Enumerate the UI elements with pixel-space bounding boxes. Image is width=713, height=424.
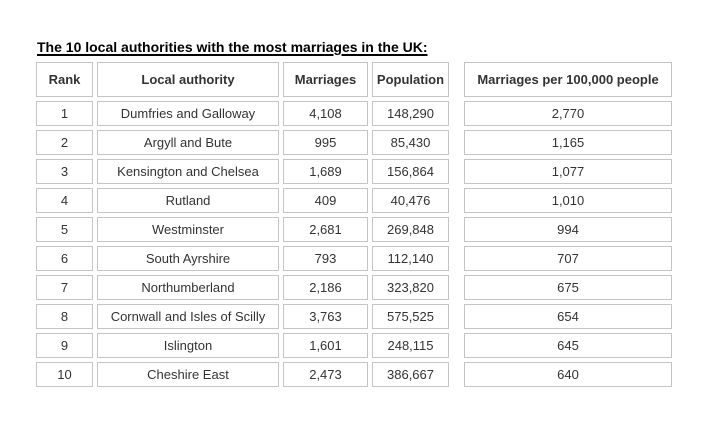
cell-marriages-per-100k: 1,010 xyxy=(464,188,672,213)
cell-gap-spacer xyxy=(453,130,460,155)
cell-gap-spacer xyxy=(453,217,460,242)
table-row: 7 Northumberland 2,186 323,820 675 xyxy=(36,275,672,300)
cell-marriages-per-100k: 640 xyxy=(464,362,672,387)
cell-gap-spacer xyxy=(453,275,460,300)
page-title: The 10 local authorities with the most m… xyxy=(37,39,428,55)
table-row: 10 Cheshire East 2,473 386,667 640 xyxy=(36,362,672,387)
table-row: 9 Islington 1,601 248,115 645 xyxy=(36,333,672,358)
cell-marriages-per-100k: 2,770 xyxy=(464,101,672,126)
cell-population: 248,115 xyxy=(372,333,449,358)
table-row: 8 Cornwall and Isles of Scilly 3,763 575… xyxy=(36,304,672,329)
cell-rank: 3 xyxy=(36,159,93,184)
cell-marriages: 1,689 xyxy=(283,159,368,184)
cell-marriages-per-100k: 1,165 xyxy=(464,130,672,155)
cell-marriages-per-100k: 994 xyxy=(464,217,672,242)
table-row: 4 Rutland 409 40,476 1,010 xyxy=(36,188,672,213)
cell-marriages: 1,601 xyxy=(283,333,368,358)
cell-local-authority: Cornwall and Isles of Scilly xyxy=(97,304,279,329)
cell-population: 386,667 xyxy=(372,362,449,387)
cell-gap-spacer xyxy=(453,333,460,358)
cell-gap-spacer xyxy=(453,159,460,184)
column-header-local-authority: Local authority xyxy=(97,62,279,97)
cell-local-authority: Kensington and Chelsea xyxy=(97,159,279,184)
cell-local-authority: Dumfries and Galloway xyxy=(97,101,279,126)
cell-local-authority: Cheshire East xyxy=(97,362,279,387)
cell-marriages: 2,186 xyxy=(283,275,368,300)
cell-marriages: 4,108 xyxy=(283,101,368,126)
cell-marriages: 995 xyxy=(283,130,368,155)
cell-population: 156,864 xyxy=(372,159,449,184)
cell-population: 269,848 xyxy=(372,217,449,242)
cell-population: 148,290 xyxy=(372,101,449,126)
table-row: 1 Dumfries and Galloway 4,108 148,290 2,… xyxy=(36,101,672,126)
cell-marriages-per-100k: 1,077 xyxy=(464,159,672,184)
cell-gap-spacer xyxy=(453,304,460,329)
cell-population: 575,525 xyxy=(372,304,449,329)
column-header-population: Population xyxy=(372,62,449,97)
cell-local-authority: Northumberland xyxy=(97,275,279,300)
cell-marriages: 2,473 xyxy=(283,362,368,387)
column-header-rank: Rank xyxy=(36,62,93,97)
cell-marriages-per-100k: 707 xyxy=(464,246,672,271)
cell-local-authority: Westminster xyxy=(97,217,279,242)
column-gap-spacer xyxy=(453,62,460,97)
header-row: Rank Local authority Marriages Populatio… xyxy=(36,62,672,97)
column-header-marriages-per-100k: Marriages per 100,000 people xyxy=(464,62,672,97)
cell-population: 112,140 xyxy=(372,246,449,271)
cell-rank: 8 xyxy=(36,304,93,329)
cell-marriages: 409 xyxy=(283,188,368,213)
table-row: 6 South Ayrshire 793 112,140 707 xyxy=(36,246,672,271)
cell-marriages: 793 xyxy=(283,246,368,271)
cell-marriages: 3,763 xyxy=(283,304,368,329)
cell-gap-spacer xyxy=(453,246,460,271)
cell-rank: 6 xyxy=(36,246,93,271)
cell-population: 40,476 xyxy=(372,188,449,213)
table-row: 3 Kensington and Chelsea 1,689 156,864 1… xyxy=(36,159,672,184)
cell-local-authority: Rutland xyxy=(97,188,279,213)
cell-population: 323,820 xyxy=(372,275,449,300)
cell-rank: 10 xyxy=(36,362,93,387)
table-row: 2 Argyll and Bute 995 85,430 1,165 xyxy=(36,130,672,155)
cell-rank: 7 xyxy=(36,275,93,300)
cell-local-authority: Islington xyxy=(97,333,279,358)
cell-rank: 9 xyxy=(36,333,93,358)
cell-rank: 5 xyxy=(36,217,93,242)
marriages-table: Rank Local authority Marriages Populatio… xyxy=(32,58,676,391)
cell-population: 85,430 xyxy=(372,130,449,155)
cell-marriages-per-100k: 645 xyxy=(464,333,672,358)
cell-gap-spacer xyxy=(453,362,460,387)
column-header-marriages: Marriages xyxy=(283,62,368,97)
cell-gap-spacer xyxy=(453,101,460,126)
cell-rank: 2 xyxy=(36,130,93,155)
cell-marriages-per-100k: 654 xyxy=(464,304,672,329)
cell-rank: 4 xyxy=(36,188,93,213)
cell-local-authority: Argyll and Bute xyxy=(97,130,279,155)
cell-marriages-per-100k: 675 xyxy=(464,275,672,300)
cell-rank: 1 xyxy=(36,101,93,126)
cell-marriages: 2,681 xyxy=(283,217,368,242)
cell-local-authority: South Ayrshire xyxy=(97,246,279,271)
table-row: 5 Westminster 2,681 269,848 994 xyxy=(36,217,672,242)
cell-gap-spacer xyxy=(453,188,460,213)
